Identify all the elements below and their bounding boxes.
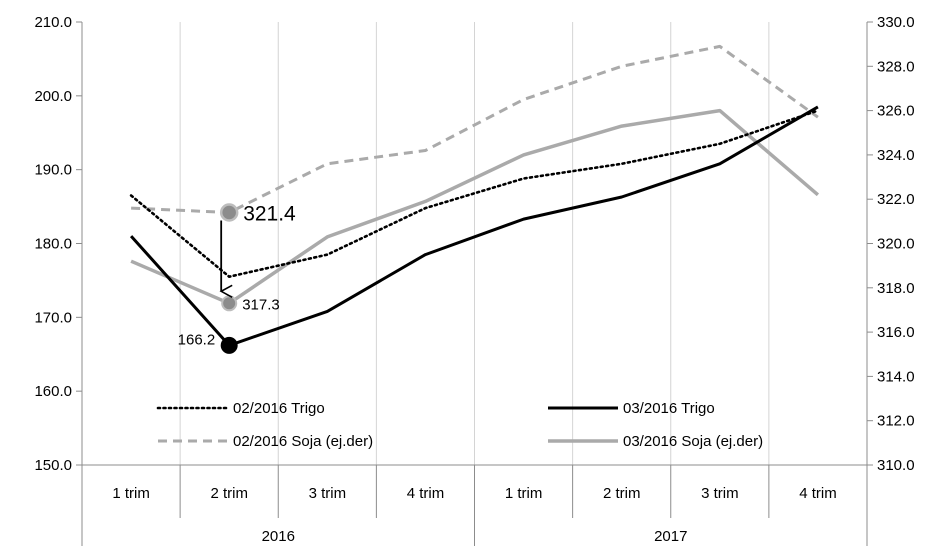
legend-label: 02/2016 Trigo: [233, 400, 325, 417]
data-point-marker: [221, 295, 238, 312]
y-right-tick-label: 310.0: [877, 457, 915, 474]
y-right-tick-label: 320.0: [877, 236, 915, 253]
x-tick-label: 3 trim: [309, 485, 347, 502]
y-right-tick-label: 324.0: [877, 147, 915, 164]
series-line: [130, 108, 820, 306]
x-tick-label: 1 trim: [505, 485, 543, 502]
y-right-tick-label: 330.0: [877, 14, 915, 31]
x-tick-label: 4 trim: [799, 485, 837, 502]
data-label: 166.2: [178, 331, 216, 348]
series-line: [131, 44, 819, 214]
x-tick-label: 2 trim: [210, 485, 248, 502]
y-left-tick-label: 160.0: [34, 383, 72, 400]
series-line: [129, 105, 819, 347]
y-right-tick-label: 312.0: [877, 413, 915, 430]
y-right-tick-label: 326.0: [877, 103, 915, 120]
gridlines: [179, 22, 770, 465]
x-tick-label: 3 trim: [701, 485, 739, 502]
legend-label: 02/2016 Soja (ej.der): [233, 433, 373, 450]
y-left-tick-label: 200.0: [34, 88, 72, 105]
x-tick-label: 2 trim: [603, 485, 641, 502]
y-right-tick-label: 328.0: [877, 58, 915, 75]
x-group-label: 2016: [262, 528, 295, 545]
x-tick-label: 4 trim: [407, 485, 445, 502]
y-right-tick-label: 322.0: [877, 191, 915, 208]
tick-labels: 150.0 160.0 170.0 180.0 190.0 200.0 210.0 310.0…: [34, 14, 914, 545]
legend-label: 03/2016 Trigo: [623, 400, 715, 417]
legend: 02/2016 Trigo 03/2016 Trigo 02/2016 Soja (…: [156, 400, 763, 450]
y-left-tick-label: 170.0: [34, 309, 72, 326]
y-left-tick-label: 180.0: [34, 236, 72, 253]
y-left-tick-label: 150.0: [34, 457, 72, 474]
y-right-tick-label: 316.0: [877, 324, 915, 341]
series-lines: [129, 44, 820, 347]
x-tick-label: 1 trim: [112, 485, 150, 502]
data-point-marker: [219, 203, 239, 222]
data-label: 321.4: [243, 202, 296, 225]
data-label: 317.3: [242, 296, 280, 313]
annotation-markers: [219, 203, 239, 354]
x-group-label: 2017: [654, 528, 687, 545]
y-left-tick-label: 210.0: [34, 14, 72, 31]
legend-label: 03/2016 Soja (ej.der): [623, 433, 763, 450]
y-left-tick-label: 190.0: [34, 162, 72, 179]
series-line: [129, 109, 820, 279]
y-right-tick-label: 318.0: [877, 280, 915, 297]
data-point-marker: [220, 336, 238, 354]
y-right-tick-label: 314.0: [877, 368, 915, 385]
axes: [76, 21, 873, 546]
